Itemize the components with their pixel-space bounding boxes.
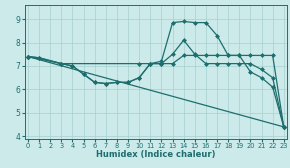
- X-axis label: Humidex (Indice chaleur): Humidex (Indice chaleur): [96, 150, 216, 159]
